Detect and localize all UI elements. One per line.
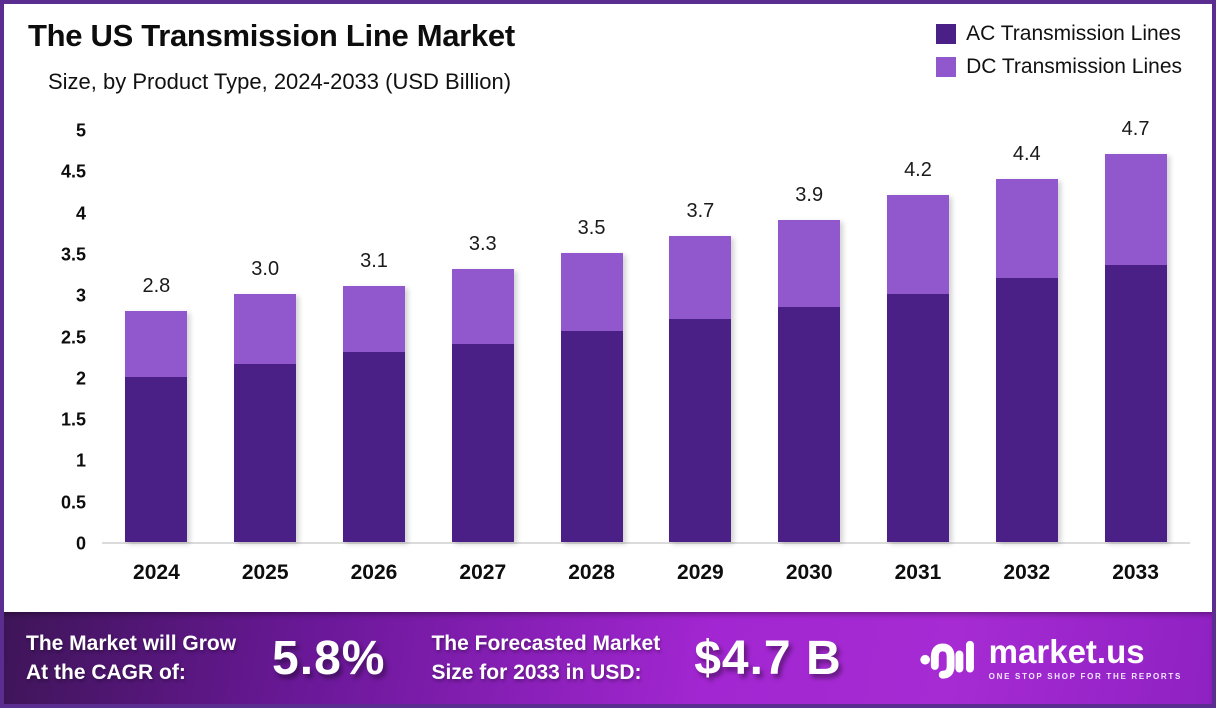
segment-ac-2033 (1104, 265, 1167, 542)
page-title: The US Transmission Line Market (28, 18, 515, 53)
logo-tagline: ONE STOP SHOP FOR THE REPORTS (988, 672, 1182, 681)
stacked-bar-2027 (451, 269, 514, 542)
forecast-label-line2: Size for 2033 in USD: (431, 661, 642, 684)
bar-group-2031: 4.2 (864, 131, 973, 542)
x-label-2033: 2033 (1112, 561, 1159, 584)
x-label-2031: 2031 (894, 561, 942, 584)
y-tick-0.5: 0.5 (60, 492, 86, 513)
bar-group-2032: 4.4 (972, 131, 1081, 542)
segment-dc-2024 (125, 310, 188, 377)
stacked-bar-2031 (886, 195, 949, 542)
total-label-2024: 2.8 (142, 274, 171, 297)
bar-group-2026: 3.1 (320, 131, 429, 542)
legend-label-ac: AC Transmission Lines (966, 22, 1181, 45)
x-label-2027: 2027 (459, 561, 507, 584)
y-tick-1: 1 (75, 450, 86, 471)
x-axis-labels: 2024 2025 2026 2027 2028 2029 2030 2031 2032 2033 (102, 561, 1190, 585)
total-label-2026: 3.1 (360, 249, 388, 272)
bar-group-2024: 2.8 (102, 131, 211, 542)
segment-dc-2033 (1104, 153, 1167, 266)
total-label-2029: 3.7 (686, 200, 715, 223)
cagr-label: The Market will Grow At the CAGR of: (26, 629, 236, 688)
y-tick-5: 5 (75, 120, 86, 141)
page-subtitle: Size, by Product Type, 2024-2033 (USD Bi… (48, 69, 512, 94)
stacked-bar-2025 (234, 294, 297, 542)
bottom-banner: The Market will Grow At the CAGR of: 5.8… (4, 612, 1212, 704)
stacked-bar-2030 (778, 219, 841, 542)
segment-dc-2027 (451, 269, 514, 344)
stacked-bar-2029 (669, 236, 732, 542)
cagr-label-line1: The Market will Grow (26, 631, 237, 655)
y-tick-1.5: 1.5 (60, 409, 86, 430)
total-label-2025: 3.0 (251, 258, 280, 281)
segment-dc-2028 (560, 252, 623, 332)
segment-ac-2027 (451, 343, 514, 542)
y-tick-0: 0 (75, 533, 86, 554)
y-tick-3: 3 (75, 285, 86, 306)
ac-swatch-icon (936, 24, 957, 44)
legend: AC Transmission Lines DC Transmission Li… (936, 22, 1182, 79)
bar-group-2025: 3.0 (211, 131, 320, 542)
stacked-bar-2026 (342, 285, 405, 542)
segment-ac-2026 (342, 352, 405, 542)
segment-ac-2028 (560, 331, 623, 542)
legend-item-dc: DC Transmission Lines (936, 55, 1182, 79)
header: The US Transmission Line Market Size, by… (28, 18, 515, 95)
x-label-2029: 2029 (677, 561, 724, 584)
total-label-2028: 3.5 (577, 216, 606, 239)
marketus-logo: market.us ONE STOP SHOP FOR THE REPORTS (919, 633, 1182, 683)
y-tick-3.5: 3.5 (60, 244, 86, 265)
stacked-bar-2032 (995, 178, 1058, 542)
plot-area: 2.8 3.0 3.1 3.3 3.5 3.7 3.9 4.2 4.4 4.7 (102, 118, 1190, 544)
segment-ac-2025 (234, 364, 297, 542)
segment-dc-2032 (995, 178, 1058, 278)
cagr-label-line2: At the CAGR of: (26, 661, 186, 684)
stacked-bar-2028 (560, 252, 623, 542)
legend-item-ac: AC Transmission Lines (936, 22, 1182, 46)
logo-name: market.us (988, 633, 1145, 670)
y-tick-4.5: 4.5 (60, 161, 86, 182)
bar-group-2033: 4.7 (1081, 118, 1190, 542)
cagr-value: 5.8% (272, 631, 386, 685)
segment-ac-2031 (886, 294, 949, 542)
segment-ac-2024 (125, 376, 188, 542)
x-label-2026: 2026 (350, 561, 398, 584)
segment-ac-2032 (995, 277, 1058, 542)
segment-dc-2030 (778, 219, 841, 307)
total-label-2027: 3.3 (468, 233, 497, 256)
y-tick-4: 4 (75, 203, 86, 224)
x-label-2032: 2032 (1003, 561, 1051, 584)
segment-dc-2029 (669, 236, 732, 319)
total-label-2031: 4.2 (904, 159, 932, 182)
x-label-2024: 2024 (133, 561, 180, 584)
x-label-2028: 2028 (568, 561, 615, 584)
legend-label-dc: DC Transmission Lines (966, 55, 1182, 78)
bar-group-2029: 3.7 (646, 131, 755, 542)
total-label-2033: 4.7 (1121, 117, 1150, 140)
segment-dc-2031 (886, 195, 949, 295)
forecast-label: The Forecasted Market Size for 2033 in U… (431, 629, 660, 688)
forecast-label-line1: The Forecasted Market (431, 631, 661, 655)
y-tick-2: 2 (75, 368, 86, 389)
marketus-logo-icon (919, 640, 974, 679)
y-tick-2.5: 2.5 (60, 327, 86, 347)
segment-dc-2025 (234, 294, 297, 365)
bar-group-2030: 3.9 (755, 131, 864, 542)
segment-dc-2026 (342, 285, 405, 353)
forecast-value: $4.7 B (694, 631, 842, 685)
bar-group-2027: 3.3 (428, 131, 537, 542)
x-label-2025: 2025 (241, 561, 289, 584)
segment-ac-2030 (778, 306, 841, 542)
total-label-2030: 3.9 (795, 183, 824, 206)
segment-ac-2029 (669, 318, 732, 542)
x-label-2030: 2030 (785, 561, 833, 584)
total-label-2032: 4.4 (1012, 142, 1041, 165)
stacked-bar-2033 (1104, 153, 1167, 542)
stacked-bar-2024 (125, 310, 188, 542)
dc-swatch-icon (936, 57, 957, 77)
y-axis: 0 0.5 1 1.5 2 2.5 3 3.5 4 4.5 5 (20, 121, 86, 554)
logo-text: market.us ONE STOP SHOP FOR THE REPORTS (989, 635, 1182, 681)
bar-group-2028: 3.5 (537, 131, 646, 542)
